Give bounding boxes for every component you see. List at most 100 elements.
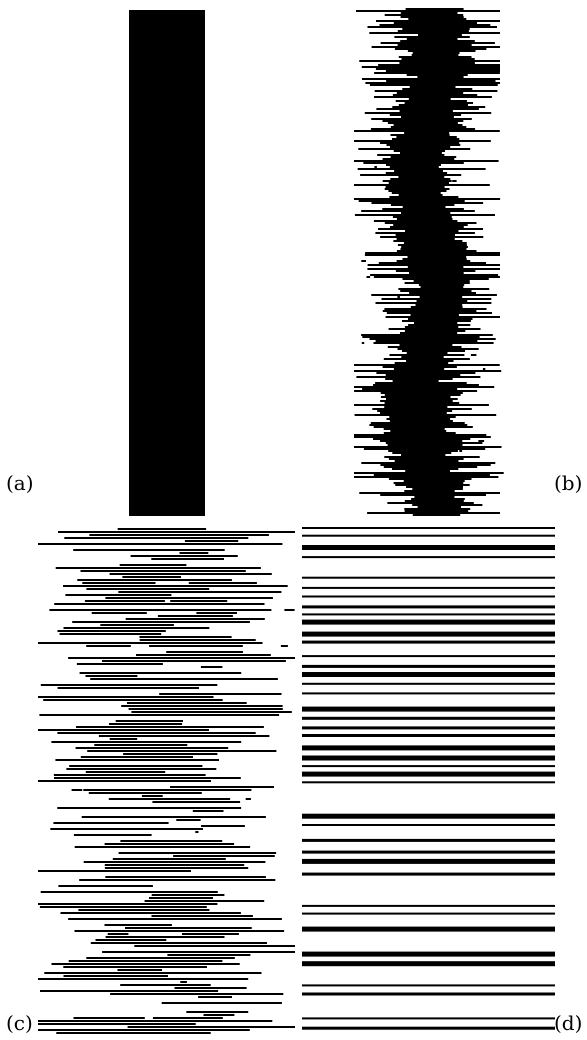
panel-b-stroke <box>357 168 486 170</box>
panel-b-stroke <box>401 58 475 60</box>
panel-c-stroke <box>128 951 295 953</box>
panel-d-band <box>302 586 555 589</box>
panel-c-stroke <box>85 771 166 773</box>
panel-b-stroke <box>360 174 462 176</box>
panel-b-stroke <box>396 482 459 484</box>
panel-c-stroke <box>209 972 239 974</box>
panel-c-stroke <box>128 702 247 704</box>
panel-c-stroke <box>151 558 224 560</box>
panel-c-stroke <box>45 684 218 686</box>
panel-c-stroke <box>167 954 251 956</box>
panel-b-stroke <box>381 298 492 300</box>
panel-c-stroke <box>88 792 202 794</box>
panel-b-stroke <box>361 66 500 68</box>
panel-c-stroke <box>156 714 280 716</box>
panel-b-stroke <box>384 394 461 396</box>
panel-b-stroke <box>406 38 458 40</box>
panel-b-stroke <box>409 272 464 274</box>
panel-c-stroke <box>38 729 209 731</box>
panel-c-stroke <box>50 828 203 830</box>
panel-b-stroke <box>412 488 463 490</box>
panel-c-stroke <box>104 924 172 926</box>
panel-c-stroke <box>87 750 277 752</box>
panel-b-stroke <box>394 36 470 38</box>
panel-b-stroke <box>389 502 474 504</box>
panel-a-label: (a) <box>6 471 34 495</box>
panel-c-stroke <box>157 615 233 617</box>
panel-b-stroke <box>389 416 456 418</box>
panel-b-stroke <box>386 312 492 314</box>
panel-b-stroke <box>387 444 463 446</box>
panel-b-stroke <box>386 418 451 420</box>
panel-b-stroke <box>363 162 464 164</box>
panel-c-stroke <box>168 843 217 845</box>
panel-c-stroke <box>109 573 272 575</box>
panel-b-stroke <box>400 152 442 154</box>
panel-c-stroke <box>122 576 132 578</box>
panel-b-stroke <box>402 278 489 280</box>
panel-c-stroke <box>55 759 219 761</box>
panel-c-stroke <box>157 603 265 605</box>
panel-c-stroke <box>156 927 187 929</box>
panel-b-stroke <box>354 414 497 416</box>
panel-b-stroke <box>385 374 461 376</box>
panel-b-stroke <box>392 138 460 140</box>
panel-d-band <box>302 858 555 864</box>
panel-b-stroke <box>389 354 465 356</box>
panel-c-stroke <box>62 912 241 914</box>
panel-d-band <box>302 781 555 784</box>
panel-c-stroke <box>72 621 250 623</box>
panel-b-stroke <box>401 454 446 456</box>
panel-b-stroke <box>354 160 499 162</box>
panel-c-stroke <box>119 564 187 566</box>
panel-c-stroke <box>38 903 218 905</box>
panel-c-stroke <box>91 612 138 614</box>
panel-b-stroke <box>375 302 492 304</box>
panel-c-stroke <box>97 846 176 848</box>
panel-c-stroke <box>38 543 179 545</box>
panel-b-stroke <box>388 478 472 480</box>
panel-c-stroke <box>39 714 216 716</box>
panel-c-stroke <box>118 876 125 878</box>
panel-b-stroke <box>385 208 464 210</box>
panel-c-stroke <box>77 579 137 581</box>
panel-b-stroke <box>377 154 445 156</box>
panel-c-stroke <box>139 639 256 641</box>
panel-c-stroke <box>162 585 288 587</box>
panel-c-stroke <box>80 756 193 758</box>
panel-b-stroke <box>369 424 468 426</box>
panel-b-stroke <box>354 390 478 392</box>
panel-c-stroke <box>54 777 241 779</box>
panel-c-stroke <box>101 744 149 746</box>
panel-c-stroke <box>149 897 213 899</box>
panel-c-stroke <box>64 537 249 539</box>
panel-b-stroke <box>359 492 500 494</box>
panel-d-band <box>302 824 555 826</box>
panel-b-stroke <box>402 28 470 30</box>
panel-c-stroke <box>125 618 265 620</box>
panel-c-stroke <box>82 582 156 584</box>
panel-b-stroke <box>389 378 453 380</box>
panel-b-stroke <box>354 214 495 216</box>
panel-c-stroke <box>158 732 256 734</box>
panel-d-band <box>302 745 555 751</box>
panel-b-stroke <box>405 250 477 252</box>
panel-b-stroke <box>354 472 504 474</box>
panel-c-stroke <box>110 993 284 995</box>
panel-b-stroke <box>354 364 500 366</box>
panel-c-stroke <box>184 540 239 542</box>
panel-c-stroke <box>51 963 240 965</box>
panel-b-stroke <box>404 102 473 104</box>
panel-c-stroke <box>151 915 253 917</box>
panel-b-stroke <box>373 426 473 428</box>
panel-b-stroke <box>405 8 464 10</box>
panel-c-stroke <box>98 735 270 737</box>
panel-d-band <box>302 619 555 625</box>
panel-b <box>354 8 504 516</box>
panel-c-stroke <box>57 630 166 632</box>
panel-b-stroke <box>390 204 455 206</box>
panel-c-stroke <box>176 819 201 821</box>
panel-b-stroke <box>395 234 455 236</box>
panel-b-stroke <box>361 260 366 262</box>
panel-b-stroke <box>365 82 500 84</box>
